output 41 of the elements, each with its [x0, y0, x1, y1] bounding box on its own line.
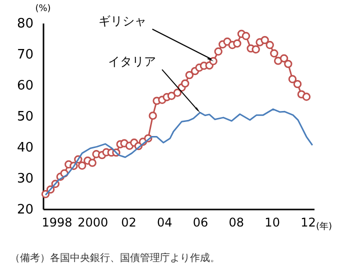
point — [209, 57, 218, 66]
point — [173, 88, 182, 97]
y-tick-label: 30 — [16, 172, 34, 186]
x-tick-label: 10 — [264, 216, 280, 230]
y-tick-label: 40 — [16, 140, 34, 156]
point — [214, 47, 222, 56]
point — [88, 158, 96, 167]
x-tick-label: 08 — [228, 216, 244, 230]
x-tick-label: 04 — [157, 216, 172, 230]
y-tick-label: 20 — [16, 202, 34, 218]
point — [185, 70, 194, 80]
annotation: イタリア — [108, 54, 156, 69]
x-tick-label: 06 — [192, 216, 208, 230]
x-tick-label: 02 — [121, 216, 136, 230]
x-tick-label: 12 — [300, 216, 316, 230]
x-tick-label: 1998 — [42, 216, 72, 230]
x-axis-title: (年) — [316, 221, 332, 232]
y-tick-label: 80 — [16, 16, 34, 32]
point — [181, 79, 190, 88]
x-tick-label: 2000 — [78, 216, 108, 230]
y-tick-label: 70 — [16, 48, 34, 62]
point — [288, 75, 297, 84]
point — [302, 92, 311, 101]
point — [167, 92, 176, 100]
point — [148, 112, 157, 120]
annotation: ギリシャ — [98, 14, 146, 28]
point — [266, 40, 274, 50]
point — [270, 49, 278, 58]
point — [293, 80, 302, 88]
y-tick-label: 50 — [16, 110, 34, 124]
point — [78, 162, 86, 170]
point — [260, 36, 269, 44]
y-tick-label: 60 — [16, 78, 34, 94]
y-axis-title: (%) — [35, 4, 51, 14]
point — [280, 54, 288, 62]
point — [284, 60, 292, 68]
point — [252, 45, 260, 54]
text: （備考）各国中央銀行、国債管理庁より作成。 — [10, 252, 220, 264]
point — [242, 32, 250, 40]
point — [274, 56, 282, 65]
point — [233, 39, 242, 48]
